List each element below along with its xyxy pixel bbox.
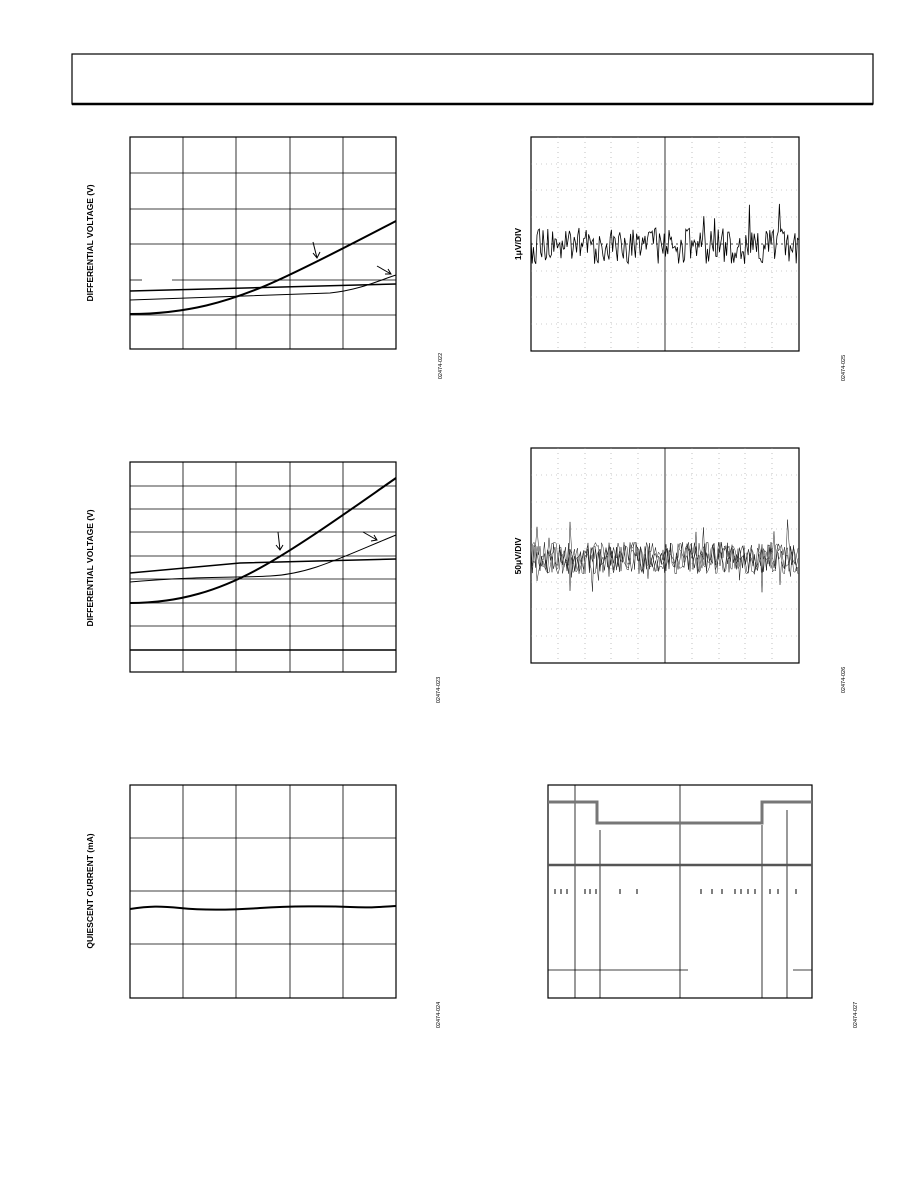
noise-trace [530, 519, 799, 593]
curve [129, 558, 397, 574]
y-axis-label: QUIESCENT CURRENT (mA) [85, 833, 95, 948]
y-axis-label: 50μV/DIV [513, 537, 523, 574]
figure-code: 02474-022 [438, 353, 444, 379]
plot-frame [129, 136, 397, 350]
curve [129, 220, 397, 315]
arrow [312, 241, 321, 259]
figure-code: 02474-026 [841, 667, 847, 693]
figure: 50μV/DIV 02474-026 [513, 447, 847, 693]
plot-frame [129, 461, 397, 673]
arrow [362, 531, 378, 542]
figure-code: 02474-023 [436, 677, 442, 703]
grid [531, 448, 799, 663]
figure-code: 02474-027 [853, 1002, 859, 1028]
y-axis-label: DIFFERENTIAL VOLTAGE (V) [85, 509, 95, 626]
figure-code: 02474-024 [436, 1002, 442, 1028]
figure: DIFFERENTIAL VOLTAGE (V) 02474-023 [85, 461, 442, 703]
grid [130, 137, 396, 349]
plot-frame [129, 784, 397, 999]
curve [129, 274, 397, 301]
grid [531, 137, 799, 351]
curve [129, 534, 397, 583]
arrow [376, 265, 392, 275]
grid [130, 785, 396, 998]
header-box [71, 53, 874, 105]
arrow [275, 531, 284, 551]
y-axis-label: DIFFERENTIAL VOLTAGE (V) [85, 184, 95, 301]
figure-code: 02474-025 [841, 355, 847, 381]
figure: DIFFERENTIAL VOLTAGE (V) 02474-022 [85, 136, 444, 379]
traces [548, 785, 812, 998]
noise-path [530, 526, 799, 592]
tick-marks [554, 889, 797, 894]
curve [129, 283, 397, 292]
curve [129, 477, 397, 604]
figure: 02474-027 [547, 784, 859, 1028]
signal-trace [548, 800, 812, 825]
y-axis-label: 1μV/DIV [513, 228, 523, 260]
curve [129, 905, 397, 911]
figure: 1μV/DIV 02474-025 [513, 136, 847, 381]
noise-path [530, 203, 799, 265]
figure: QUIESCENT CURRENT (mA) 02474-024 [85, 784, 442, 1028]
noise-trace [530, 203, 799, 265]
